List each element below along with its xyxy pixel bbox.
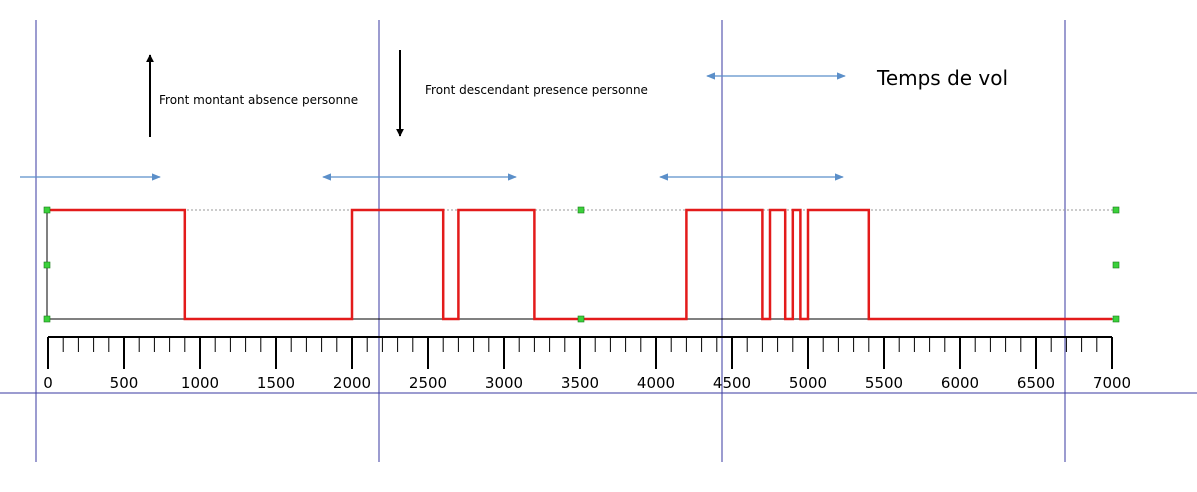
tick-label: 4000 [637, 374, 675, 392]
ruler-ticks [47, 337, 1113, 369]
selection-handle[interactable] [43, 261, 51, 269]
selection-handle[interactable] [1112, 315, 1120, 323]
tick-label: 1000 [181, 374, 219, 392]
signal-line [48, 208, 1112, 321]
tick-label: 3500 [561, 374, 599, 392]
tick-label: 1500 [257, 374, 295, 392]
selection-handle[interactable] [43, 315, 51, 323]
tick-label: 0 [43, 374, 53, 392]
falling-edge-label: Front descendant presence personne [425, 83, 648, 97]
signal-waveform [48, 208, 1112, 321]
ruler-labels: 0 500 1000 1500 2000 2500 3000 3500 4000 4500 5000… [43, 374, 1131, 392]
tick-label: 5500 [865, 374, 903, 392]
rising-edge-label: Front montant absence personne [159, 93, 358, 107]
selection-handles[interactable] [43, 206, 1120, 323]
tick-label: 6000 [941, 374, 979, 392]
tick-label: 6500 [1017, 374, 1055, 392]
tick-label: 7000 [1093, 374, 1131, 392]
selection-handle[interactable] [577, 206, 585, 214]
tick-label: 3000 [485, 374, 523, 392]
selection-handle[interactable] [1112, 206, 1120, 214]
selection-handle[interactable] [577, 315, 585, 323]
tick-label: 4500 [713, 374, 751, 392]
tick-label: 2000 [333, 374, 371, 392]
tick-label: 500 [110, 374, 139, 392]
flight-time-label: Temps de vol [876, 66, 1008, 90]
tick-label: 2500 [409, 374, 447, 392]
selection-handle[interactable] [1112, 261, 1120, 269]
tick-label: 5000 [789, 374, 827, 392]
selection-handle[interactable] [43, 206, 51, 214]
